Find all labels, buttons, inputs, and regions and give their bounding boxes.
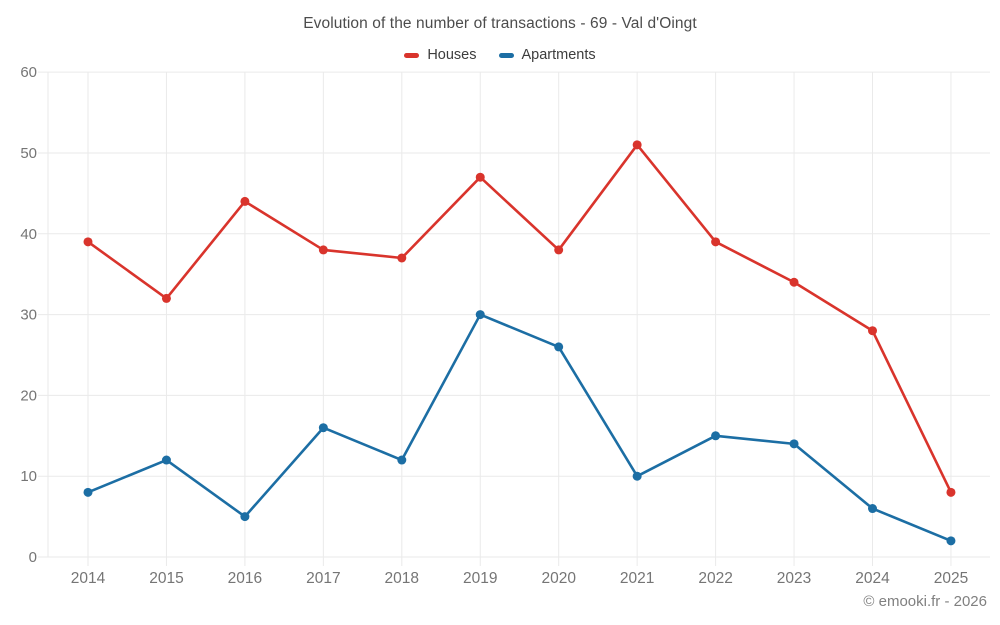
- x-axis-tick-label: 2016: [228, 570, 262, 587]
- data-point-houses-2020[interactable]: [554, 245, 564, 255]
- chart-title: Evolution of the number of transactions …: [303, 15, 697, 32]
- data-point-apartments-2019[interactable]: [475, 310, 485, 320]
- y-axis-tick-label: 0: [29, 549, 37, 566]
- legend-label-houses: Houses: [427, 47, 477, 63]
- y-axis-tick-label: 30: [20, 307, 37, 324]
- data-point-houses-2023[interactable]: [789, 277, 799, 287]
- data-point-houses-2022[interactable]: [711, 237, 721, 247]
- legend-item-apartments[interactable]: Apartments: [498, 47, 596, 63]
- x-axis-tick-label: 2020: [541, 570, 576, 587]
- y-axis-tick-label: 10: [20, 468, 37, 485]
- data-point-apartments-2020[interactable]: [554, 342, 564, 352]
- data-point-apartments-2023[interactable]: [789, 439, 799, 449]
- x-axis-tick-label: 2021: [620, 570, 654, 587]
- y-axis-tick-label: 50: [20, 145, 37, 162]
- data-point-apartments-2014[interactable]: [83, 487, 93, 497]
- data-point-houses-2017[interactable]: [318, 245, 328, 255]
- x-axis-tick-label: 2023: [777, 570, 811, 587]
- y-axis-tick-label: 20: [20, 387, 37, 404]
- copyright-footer: © emooki.fr - 2026: [863, 593, 987, 610]
- x-axis-tick-label: 2025: [934, 570, 968, 587]
- x-axis-tick-label: 2015: [149, 570, 183, 587]
- data-point-houses-2016[interactable]: [240, 196, 250, 206]
- data-point-houses-2025[interactable]: [946, 487, 956, 497]
- data-point-apartments-2024[interactable]: [868, 504, 877, 514]
- data-point-houses-2019[interactable]: [475, 172, 485, 182]
- data-point-apartments-2015[interactable]: [161, 455, 171, 465]
- series-line-apartments: [86, 313, 953, 543]
- x-axis-tick-label: 2018: [385, 570, 419, 587]
- data-point-apartments-2017[interactable]: [318, 423, 328, 433]
- x-axis-tick-label: 2014: [71, 570, 106, 587]
- data-point-houses-2018[interactable]: [397, 253, 407, 263]
- y-axis-tick-label: 60: [20, 64, 37, 81]
- legend-label-apartments: Apartments: [521, 47, 596, 63]
- data-point-apartments-2021[interactable]: [632, 471, 642, 481]
- x-axis-tick-label: 2019: [463, 570, 497, 587]
- data-point-apartments-2016[interactable]: [240, 512, 250, 522]
- legend-swatch-apartments-icon: [498, 52, 514, 58]
- series-line-houses: [86, 143, 953, 494]
- x-axis-tick-label: 2017: [306, 570, 340, 587]
- x-axis-tick-label: 2024: [855, 570, 890, 587]
- y-axis-tick-label: 40: [20, 226, 37, 243]
- data-point-apartments-2018[interactable]: [397, 455, 407, 465]
- data-point-houses-2021[interactable]: [632, 140, 642, 150]
- data-point-apartments-2022[interactable]: [711, 431, 721, 441]
- data-point-houses-2024[interactable]: [868, 326, 877, 336]
- chart-legend: Houses Apartments: [0, 47, 1000, 63]
- legend-item-houses[interactable]: Houses: [404, 47, 477, 63]
- data-point-houses-2015[interactable]: [161, 293, 171, 303]
- data-point-houses-2014[interactable]: [83, 237, 93, 247]
- x-axis-tick-label: 2022: [698, 570, 732, 587]
- legend-swatch-houses-icon: [404, 52, 420, 58]
- data-point-apartments-2025[interactable]: [946, 536, 956, 546]
